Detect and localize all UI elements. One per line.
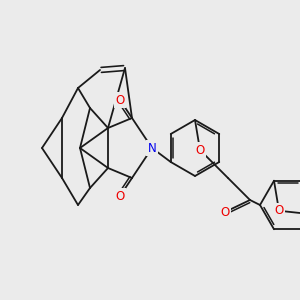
Text: O: O (116, 94, 124, 106)
Text: O: O (274, 204, 284, 217)
Text: N: N (148, 142, 156, 154)
Text: O: O (220, 206, 230, 218)
Text: O: O (195, 143, 205, 157)
Text: O: O (116, 190, 124, 202)
